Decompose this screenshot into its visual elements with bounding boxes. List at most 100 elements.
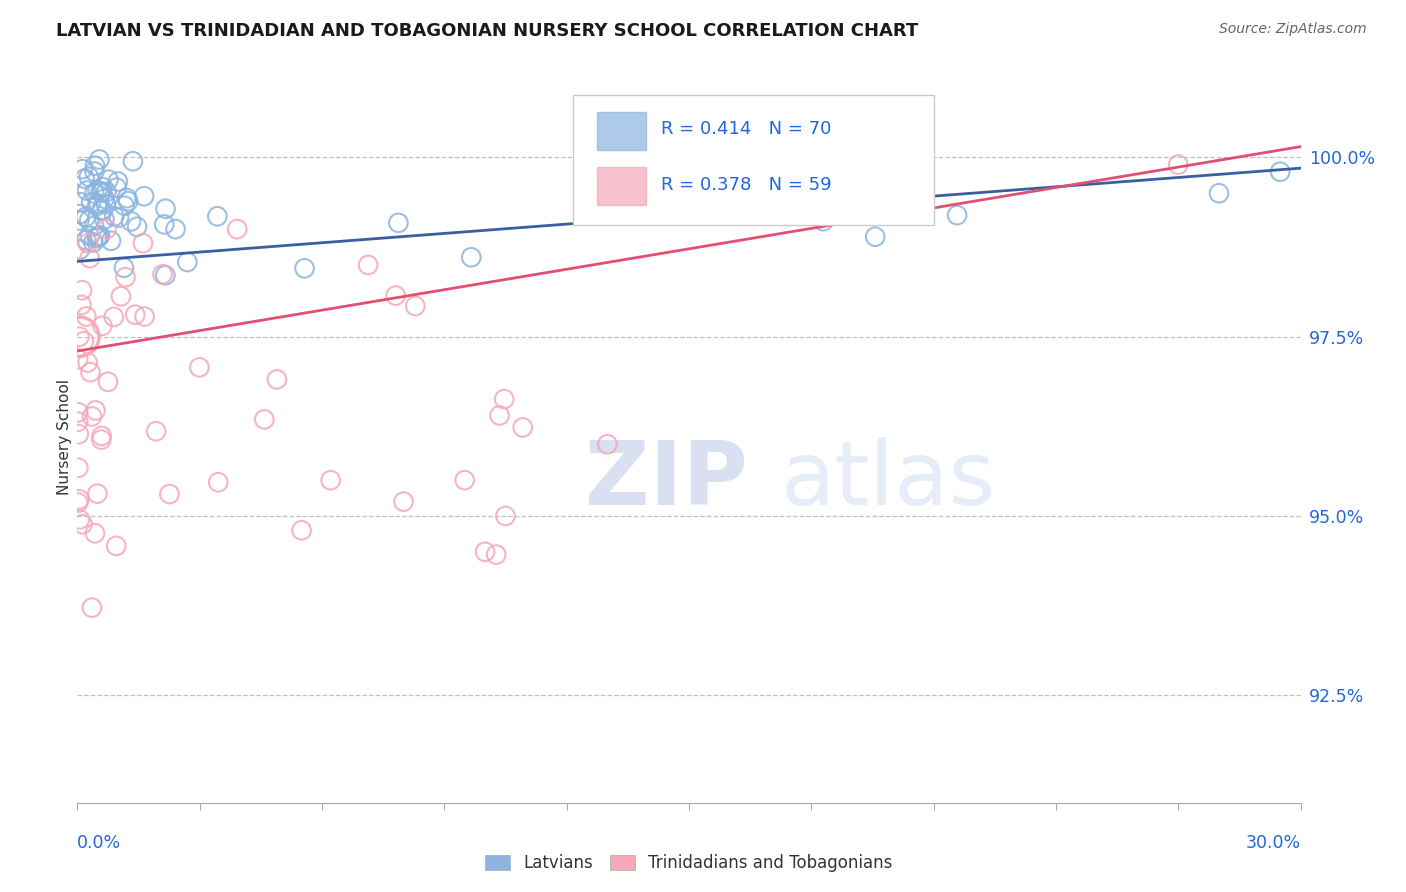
Point	[1208, 186, 1230, 201]
Point	[91, 185, 114, 199]
Point	[67, 213, 90, 227]
Point	[384, 288, 406, 302]
Point	[69, 243, 91, 257]
Point	[89, 186, 111, 200]
Point	[100, 234, 122, 248]
Point	[823, 208, 845, 222]
Point	[1270, 165, 1292, 179]
Point	[67, 329, 90, 343]
Text: atlas: atlas	[780, 437, 995, 524]
Point	[73, 171, 96, 186]
Point	[76, 355, 98, 369]
Point	[357, 258, 380, 272]
Point	[640, 201, 662, 215]
Text: LATVIAN VS TRINIDADIAN AND TOBAGONIAN NURSERY SCHOOL CORRELATION CHART: LATVIAN VS TRINIDADIAN AND TOBAGONIAN NU…	[56, 22, 918, 40]
Point	[80, 195, 103, 210]
Point	[132, 236, 155, 251]
Point	[75, 233, 97, 247]
Point	[84, 403, 107, 417]
Point	[120, 214, 142, 228]
Point	[863, 229, 886, 244]
Point	[89, 228, 111, 243]
Point	[155, 268, 177, 283]
Point	[89, 153, 111, 167]
Point	[159, 487, 181, 501]
Point	[77, 236, 100, 251]
Point	[91, 180, 114, 194]
Point	[485, 548, 508, 562]
Point	[253, 412, 276, 426]
Point	[155, 202, 177, 216]
Point	[112, 260, 135, 275]
Point	[124, 308, 146, 322]
Point	[96, 222, 118, 236]
Point	[207, 209, 229, 223]
Point	[115, 191, 138, 205]
FancyBboxPatch shape	[572, 95, 934, 225]
Point	[86, 183, 108, 197]
Legend: Latvians, Trinidadians and Tobagonians: Latvians, Trinidadians and Tobagonians	[478, 847, 900, 879]
Point	[77, 213, 100, 227]
Point	[86, 199, 108, 213]
Point	[77, 169, 100, 184]
Point	[67, 460, 90, 475]
Point	[93, 212, 115, 227]
Point	[122, 154, 145, 169]
Point	[512, 420, 534, 434]
Point	[114, 199, 136, 213]
Point	[488, 409, 510, 423]
Point	[145, 424, 167, 438]
Point	[73, 334, 96, 348]
Point	[103, 210, 125, 224]
Point	[96, 185, 118, 199]
Point	[93, 192, 115, 206]
Point	[67, 405, 90, 419]
Point	[87, 230, 110, 244]
Point	[76, 184, 98, 198]
Point	[69, 195, 91, 210]
Point	[67, 415, 90, 429]
Point	[72, 162, 94, 177]
Point	[460, 250, 482, 264]
Point	[97, 172, 120, 186]
Point	[134, 310, 156, 324]
Point	[79, 251, 101, 265]
Point	[319, 473, 342, 487]
Point	[90, 429, 112, 443]
Point	[877, 183, 900, 197]
Point	[67, 329, 90, 343]
Point	[117, 194, 139, 209]
Point	[89, 229, 111, 244]
Point	[86, 486, 108, 500]
Point	[165, 222, 187, 236]
Point	[80, 409, 103, 424]
Text: R = 0.414   N = 70: R = 0.414 N = 70	[661, 120, 831, 138]
Text: 30.0%: 30.0%	[1246, 834, 1301, 852]
Point	[80, 600, 103, 615]
Point	[86, 231, 108, 245]
Point	[153, 218, 176, 232]
Point	[69, 512, 91, 526]
Bar	[598, 167, 647, 205]
Point	[404, 299, 426, 313]
Point	[67, 495, 90, 509]
Point	[1167, 158, 1189, 172]
Point	[67, 427, 90, 442]
Point	[75, 310, 97, 324]
Point	[176, 255, 198, 269]
Point	[82, 235, 104, 250]
Point	[83, 219, 105, 234]
Point	[152, 267, 174, 281]
Point	[90, 203, 112, 218]
Point	[114, 270, 136, 285]
Point	[79, 365, 101, 379]
Text: ZIP: ZIP	[585, 437, 748, 524]
Point	[103, 310, 125, 324]
Point	[188, 360, 211, 375]
Point	[207, 475, 229, 490]
Point	[69, 207, 91, 221]
Point	[69, 492, 91, 507]
Point	[90, 433, 112, 447]
Point	[105, 539, 128, 553]
Point	[67, 352, 90, 367]
